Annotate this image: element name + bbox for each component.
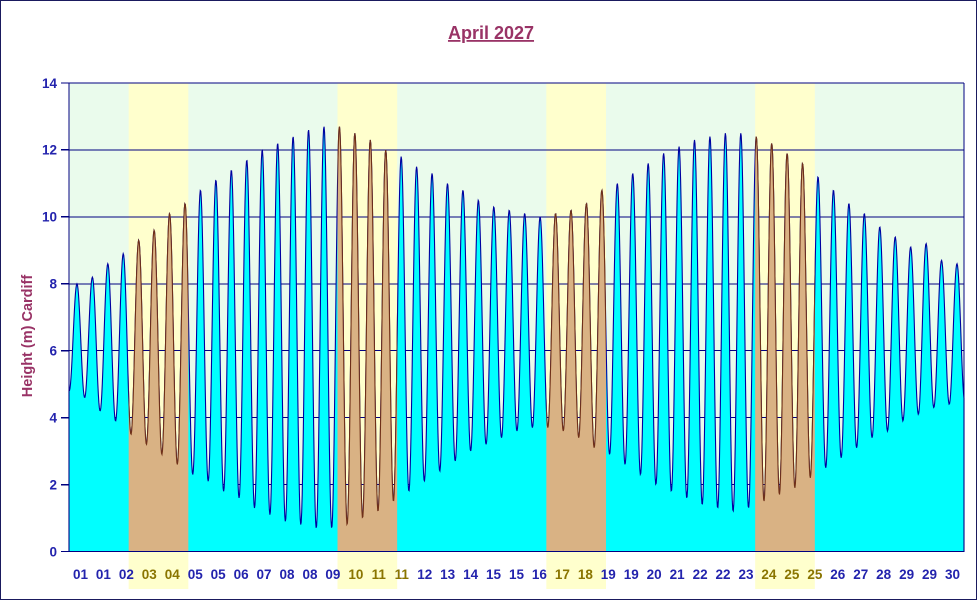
x-tick-label: 29 <box>922 567 937 582</box>
y-tick-label: 12 <box>42 143 57 158</box>
x-tick-label: 12 <box>417 567 432 582</box>
x-tick-label: 01 <box>96 567 112 582</box>
x-tick-label: 19 <box>601 567 616 582</box>
x-axis-layer: 01 01 02 03 04 05 05 06 07 08 08 09 10 11 11 12 13 14 15 15… <box>73 567 960 582</box>
tide-area-layer <box>68 126 965 553</box>
x-tick-label: 17 <box>555 567 570 582</box>
y-tick-label: 0 <box>49 544 57 559</box>
weekend-tide-area <box>337 126 398 552</box>
y-tick-label: 4 <box>49 410 57 425</box>
x-tick-label: 25 <box>784 567 800 582</box>
x-tick-label: 02 <box>119 567 134 582</box>
weekend-tide-area <box>546 188 606 552</box>
x-tick-label: 11 <box>395 567 410 582</box>
x-tick-label: 22 <box>716 567 731 582</box>
x-tick-label: 09 <box>325 567 340 582</box>
x-tick-label: 08 <box>279 567 295 582</box>
x-tick-label: 10 <box>348 567 363 582</box>
x-tick-label: 07 <box>257 567 272 582</box>
x-tick-label: 11 <box>372 567 387 582</box>
x-tick-label: 26 <box>830 567 846 582</box>
y-tick-label: 2 <box>49 477 57 492</box>
y-tick-label: 10 <box>42 210 57 225</box>
weekend-tide-area <box>128 202 189 552</box>
y-tick-label: 14 <box>42 76 58 91</box>
y-tick-label: 8 <box>49 277 57 292</box>
x-tick-label: 27 <box>853 567 868 582</box>
x-tick-label: 15 <box>486 567 502 582</box>
x-tick-label: 05 <box>188 567 204 582</box>
x-tick-label: 23 <box>738 567 754 582</box>
chart-title: April 2027 <box>448 23 534 43</box>
x-tick-label: 05 <box>211 567 227 582</box>
weekend-tide-area <box>755 136 815 552</box>
x-tick-label: 01 <box>73 567 89 582</box>
x-tick-label: 16 <box>532 567 548 582</box>
x-tick-label: 28 <box>876 567 892 582</box>
x-tick-label: 25 <box>807 567 823 582</box>
x-tick-label: 30 <box>945 567 960 582</box>
x-tick-label: 08 <box>302 567 318 582</box>
x-tick-label: 14 <box>463 567 479 582</box>
x-tick-label: 19 <box>624 567 639 582</box>
x-tick-label: 21 <box>670 567 686 582</box>
y-axis-layer: 0 2 4 6 8 10 12 14 <box>42 76 69 559</box>
y-axis-title: Height (m) Cardiff <box>20 275 36 398</box>
x-tick-label: 20 <box>647 567 662 582</box>
tide-area <box>68 126 965 553</box>
x-tick-label: 15 <box>509 567 525 582</box>
x-tick-label: 03 <box>142 567 158 582</box>
x-tick-label: 24 <box>761 567 777 582</box>
y-tick-label: 6 <box>49 344 57 359</box>
x-tick-label: 22 <box>693 567 708 582</box>
plot-border-layer <box>68 82 965 553</box>
x-tick-label: 04 <box>165 567 181 582</box>
x-tick-label: 29 <box>899 567 914 582</box>
x-tick-label: 13 <box>440 567 456 582</box>
x-tick-label: 06 <box>234 567 250 582</box>
x-tick-label: 18 <box>578 567 594 582</box>
